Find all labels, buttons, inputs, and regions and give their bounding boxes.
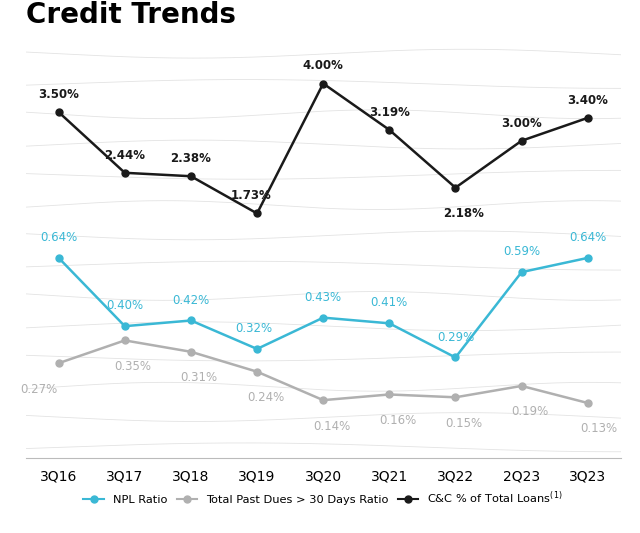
Text: 3.00%: 3.00% [501, 117, 542, 130]
Text: 0.27%: 0.27% [20, 383, 58, 395]
Text: 0.16%: 0.16% [379, 414, 416, 427]
Text: 2.44%: 2.44% [104, 149, 145, 161]
Text: 0.43%: 0.43% [305, 291, 342, 304]
Legend: NPL Ratio, Total Past Dues > 30 Days Ratio, C&C % of Total Loans$^{(1)}$: NPL Ratio, Total Past Dues > 30 Days Rat… [79, 485, 568, 511]
Text: 1.73%: 1.73% [231, 189, 272, 203]
Text: 3.50%: 3.50% [38, 88, 79, 101]
Text: 0.19%: 0.19% [511, 406, 548, 418]
Text: 0.14%: 0.14% [313, 419, 350, 433]
Text: 3.40%: 3.40% [567, 94, 608, 107]
Text: 0.29%: 0.29% [437, 330, 474, 344]
Text: 0.24%: 0.24% [247, 391, 284, 404]
Text: 2.18%: 2.18% [444, 207, 484, 220]
Text: 0.42%: 0.42% [172, 294, 209, 306]
Text: 0.31%: 0.31% [180, 371, 218, 384]
Text: 4.00%: 4.00% [303, 59, 344, 72]
Text: 0.40%: 0.40% [106, 300, 143, 312]
Text: 0.41%: 0.41% [371, 296, 408, 310]
Text: 0.59%: 0.59% [503, 245, 540, 258]
Text: 0.64%: 0.64% [40, 231, 77, 244]
Text: 0.64%: 0.64% [569, 231, 606, 244]
Text: 0.32%: 0.32% [236, 322, 273, 335]
Text: 0.13%: 0.13% [580, 423, 618, 435]
Text: Credit Trends: Credit Trends [26, 1, 236, 29]
Text: 3.19%: 3.19% [369, 106, 410, 119]
Text: 0.35%: 0.35% [115, 360, 152, 373]
Text: 0.15%: 0.15% [445, 417, 483, 430]
Text: 2.38%: 2.38% [170, 152, 211, 165]
